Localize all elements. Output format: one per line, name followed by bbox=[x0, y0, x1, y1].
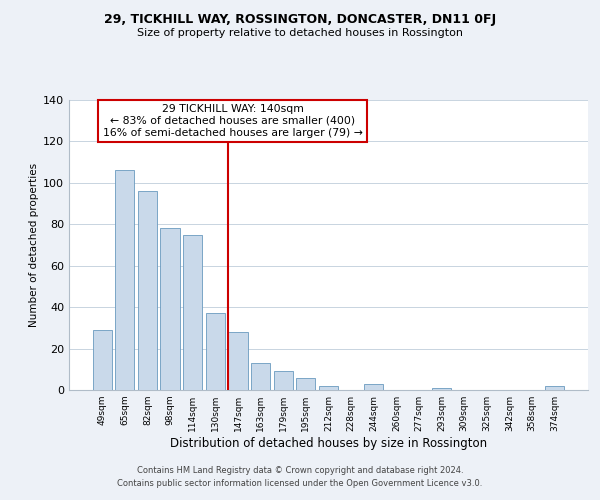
Text: Contains HM Land Registry data © Crown copyright and database right 2024.
Contai: Contains HM Land Registry data © Crown c… bbox=[118, 466, 482, 487]
Bar bbox=[545, 386, 565, 390]
Bar bbox=[160, 228, 180, 390]
Bar bbox=[274, 372, 293, 390]
Bar bbox=[92, 330, 112, 390]
Text: 29 TICKHILL WAY: 140sqm
← 83% of detached houses are smaller (400)
16% of semi-d: 29 TICKHILL WAY: 140sqm ← 83% of detache… bbox=[103, 104, 362, 138]
Bar bbox=[319, 386, 338, 390]
Bar bbox=[432, 388, 451, 390]
Text: 29, TICKHILL WAY, ROSSINGTON, DONCASTER, DN11 0FJ: 29, TICKHILL WAY, ROSSINGTON, DONCASTER,… bbox=[104, 12, 496, 26]
Y-axis label: Number of detached properties: Number of detached properties bbox=[29, 163, 39, 327]
Bar bbox=[138, 191, 157, 390]
Text: Distribution of detached houses by size in Rossington: Distribution of detached houses by size … bbox=[170, 438, 487, 450]
Bar bbox=[206, 314, 225, 390]
Bar bbox=[364, 384, 383, 390]
Bar bbox=[183, 234, 202, 390]
Bar bbox=[296, 378, 316, 390]
Bar bbox=[115, 170, 134, 390]
Text: Size of property relative to detached houses in Rossington: Size of property relative to detached ho… bbox=[137, 28, 463, 38]
Bar bbox=[229, 332, 248, 390]
Bar bbox=[251, 363, 270, 390]
